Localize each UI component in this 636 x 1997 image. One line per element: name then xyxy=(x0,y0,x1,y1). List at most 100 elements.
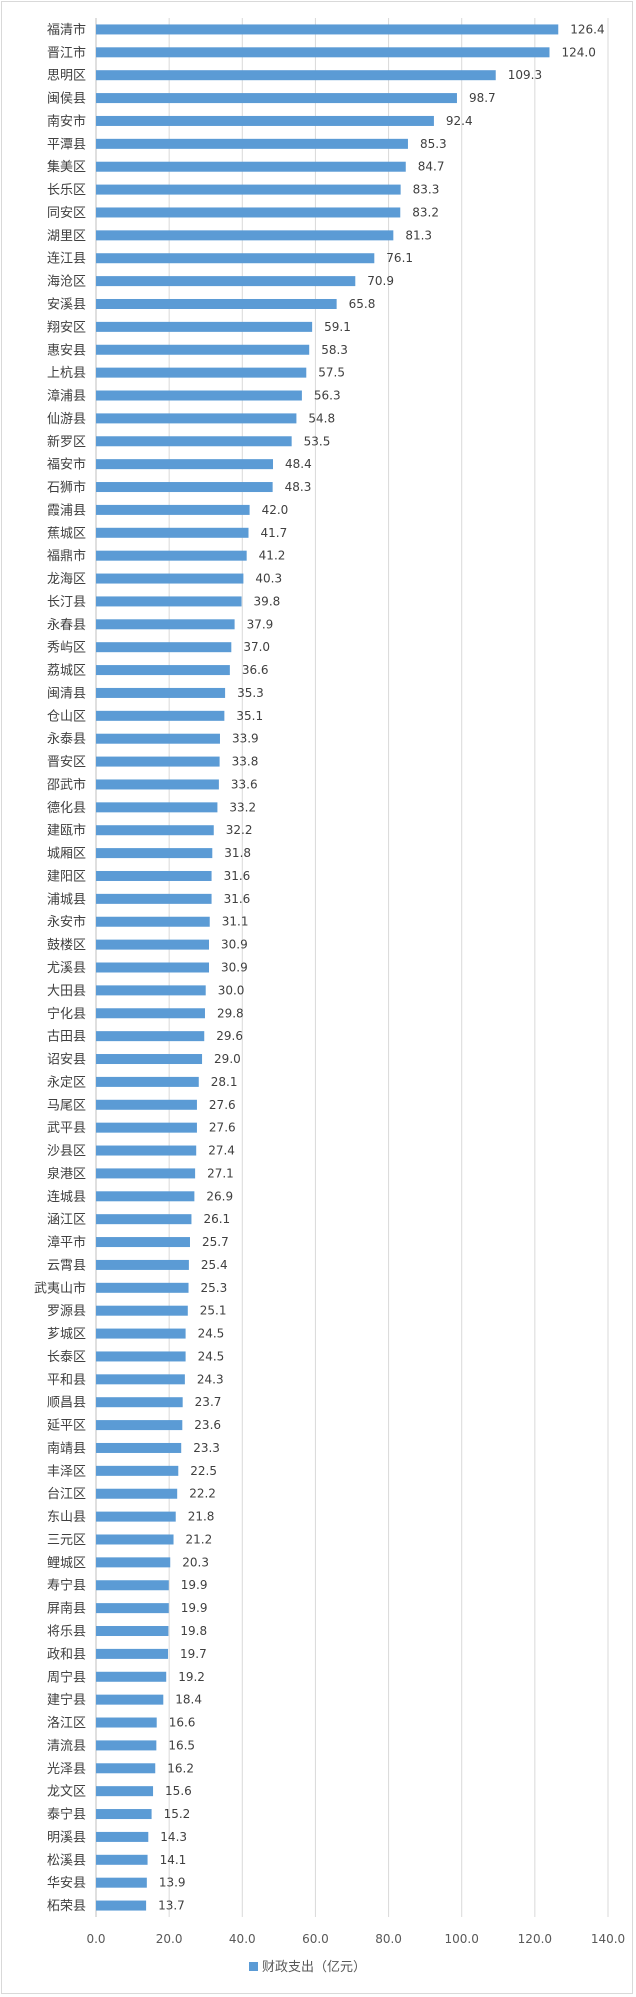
bar xyxy=(96,1214,192,1225)
value-label: 18.4 xyxy=(175,1693,202,1707)
value-label: 30.9 xyxy=(221,938,248,952)
category-label: 云霄县 xyxy=(47,1258,86,1273)
bar xyxy=(96,527,249,538)
category-label: 政和县 xyxy=(47,1647,86,1662)
category-label: 东山县 xyxy=(47,1510,86,1525)
value-label: 24.5 xyxy=(198,1327,225,1341)
bar xyxy=(96,893,212,904)
value-label: 58.3 xyxy=(321,343,348,357)
value-label: 36.6 xyxy=(242,663,269,677)
category-label: 平和县 xyxy=(47,1373,86,1388)
category-label: 同安区 xyxy=(47,206,86,221)
value-label: 30.0 xyxy=(218,983,245,997)
bar xyxy=(96,1351,186,1362)
bar xyxy=(96,1420,183,1431)
category-label: 大田县 xyxy=(47,984,86,999)
bar xyxy=(96,390,302,401)
category-label: 德化县 xyxy=(47,801,86,816)
bar xyxy=(96,756,220,767)
x-tick-label: 40.0 xyxy=(229,1932,256,1946)
bar xyxy=(96,1442,182,1453)
bar xyxy=(96,161,406,172)
bar xyxy=(96,1282,189,1293)
category-label: 安溪县 xyxy=(47,297,86,312)
bar xyxy=(96,1809,152,1820)
bars xyxy=(96,24,559,1911)
value-label: 41.7 xyxy=(261,526,288,540)
value-label: 19.8 xyxy=(180,1624,207,1638)
category-label: 屏南县 xyxy=(47,1601,86,1617)
category-label: 湖里区 xyxy=(47,229,86,244)
bar xyxy=(96,93,457,104)
bar xyxy=(96,1099,197,1110)
bar xyxy=(96,367,307,378)
value-label: 24.5 xyxy=(198,1349,225,1363)
bar xyxy=(96,1786,154,1797)
bar xyxy=(96,298,337,309)
value-label: 16.2 xyxy=(167,1761,194,1775)
category-label: 尤溪县 xyxy=(47,961,86,976)
category-label: 荔城区 xyxy=(47,664,86,679)
bar xyxy=(96,1465,179,1476)
bar xyxy=(96,436,292,447)
category-label: 洛江区 xyxy=(47,1716,86,1731)
bar xyxy=(96,962,210,973)
value-label: 48.4 xyxy=(285,457,312,471)
category-label: 周宁县 xyxy=(47,1669,86,1685)
category-label: 蕉城区 xyxy=(47,526,86,541)
value-label: 13.7 xyxy=(158,1899,185,1913)
value-label: 13.9 xyxy=(159,1876,186,1890)
value-label: 15.2 xyxy=(164,1807,191,1821)
value-label: 70.9 xyxy=(367,274,394,288)
category-label: 三元区 xyxy=(47,1533,86,1548)
bar xyxy=(96,848,213,859)
category-label: 永泰县 xyxy=(47,732,86,747)
category-label: 丰泽区 xyxy=(47,1464,86,1479)
value-label: 19.7 xyxy=(180,1647,207,1661)
category-label: 武夷山市 xyxy=(34,1280,86,1296)
bar xyxy=(96,1168,196,1179)
category-label: 明溪县 xyxy=(47,1830,86,1845)
value-label: 14.1 xyxy=(160,1853,187,1867)
category-label: 南安市 xyxy=(47,113,86,129)
value-label: 33.9 xyxy=(232,732,259,746)
bar xyxy=(96,1122,197,1133)
bar xyxy=(96,115,434,126)
value-label: 27.6 xyxy=(209,1098,236,1112)
value-label: 85.3 xyxy=(420,137,447,151)
category-label: 福鼎市 xyxy=(47,548,86,564)
bar xyxy=(96,1694,164,1705)
x-tick-label: 100.0 xyxy=(445,1932,479,1946)
bar xyxy=(96,642,232,653)
legend-label: 财政支出（亿元） xyxy=(262,1960,366,1975)
value-label: 25.1 xyxy=(200,1304,227,1318)
bar xyxy=(96,1603,169,1614)
value-label: 124.0 xyxy=(561,45,595,59)
bar xyxy=(96,413,297,424)
bar xyxy=(96,687,226,698)
bar xyxy=(96,1259,189,1270)
bar xyxy=(96,802,218,813)
category-label: 芗城区 xyxy=(47,1327,86,1342)
bar xyxy=(96,1237,190,1248)
value-label: 25.3 xyxy=(201,1281,228,1295)
bar xyxy=(96,207,401,218)
category-label: 建瓯市 xyxy=(47,823,86,839)
value-label: 25.7 xyxy=(202,1235,229,1249)
category-label: 翔安区 xyxy=(47,320,86,335)
category-label: 漳平市 xyxy=(47,1235,86,1251)
category-label: 霞浦县 xyxy=(47,503,86,518)
category-label: 集美区 xyxy=(47,159,86,175)
value-label: 27.1 xyxy=(207,1166,234,1180)
category-label: 罗源县 xyxy=(47,1304,86,1319)
bar xyxy=(96,825,214,836)
legend: 财政支出（亿元） xyxy=(249,1960,366,1975)
category-label: 龙海区 xyxy=(47,572,86,587)
category-label: 晋江市 xyxy=(47,45,86,61)
category-label: 永定区 xyxy=(47,1075,86,1090)
value-label: 23.6 xyxy=(194,1418,221,1432)
value-label: 83.3 xyxy=(413,183,440,197)
value-label: 25.4 xyxy=(201,1258,228,1272)
value-label: 16.6 xyxy=(169,1716,196,1730)
value-label: 33.8 xyxy=(232,755,259,769)
